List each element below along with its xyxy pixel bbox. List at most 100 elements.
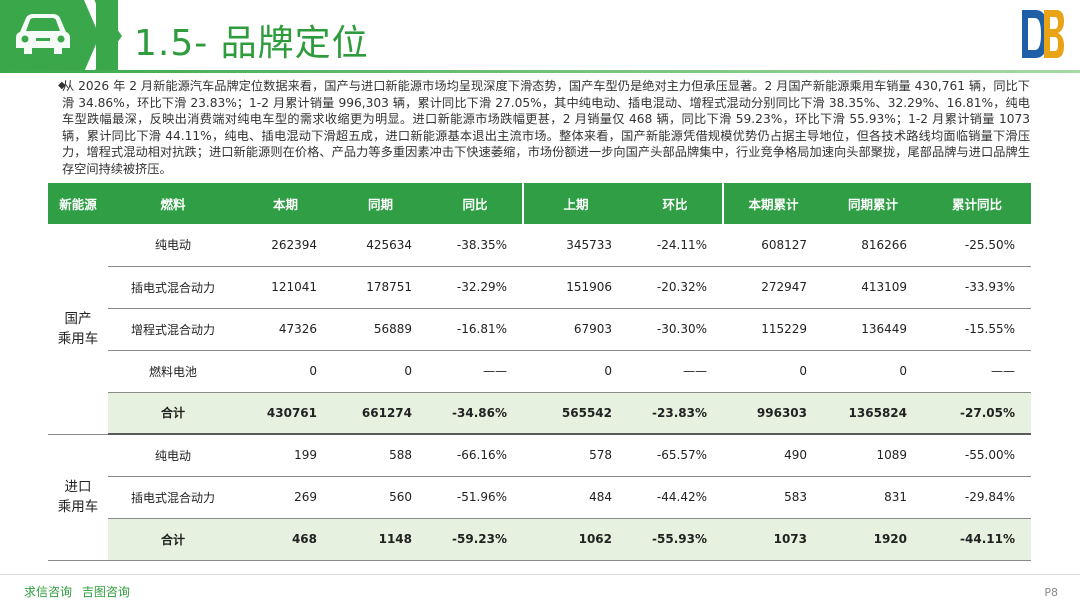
value-cell: 608127: [723, 224, 823, 267]
value-cell: -29.84%: [923, 476, 1031, 519]
value-cell: 0: [238, 350, 333, 393]
value-cell: -55.93%: [628, 518, 723, 561]
header-cell: 同期累计: [823, 183, 923, 224]
table-header-row: 新能源 燃料 本期 同期 同比 上期 环比 本期累计 同期累计 累计同比: [48, 183, 1031, 224]
fuel-cell: 纯电动: [108, 434, 238, 477]
value-cell: 0: [823, 350, 923, 393]
value-cell: 56889: [333, 308, 428, 351]
table-row: 燃料电池 0 0 —— 0 —— 0 0 ——: [48, 350, 1031, 393]
value-cell: -32.29%: [428, 266, 523, 309]
value-cell: -23.83%: [628, 392, 723, 435]
bullet-icon: ◆: [58, 80, 66, 91]
header-cell: 本期累计: [722, 183, 823, 224]
page-title: 1.5- 品牌定位: [134, 23, 369, 64]
value-cell: -59.23%: [428, 518, 523, 561]
header-chevron: [96, 0, 122, 72]
value-cell: 1920: [823, 518, 923, 561]
header-cell: 本期: [238, 183, 333, 224]
value-cell: -44.42%: [628, 476, 723, 519]
value-cell: -51.96%: [428, 476, 523, 519]
value-cell: ——: [628, 350, 723, 393]
value-cell: 0: [523, 350, 628, 393]
page-number: P8: [1044, 586, 1058, 599]
value-cell: 1365824: [823, 392, 923, 435]
value-cell: -20.32%: [628, 266, 723, 309]
fuel-cell: 燃料电池: [108, 350, 238, 393]
header-divider: [0, 70, 1080, 73]
total-row: 合计 468 1148 -59.23% 1062 -55.93% 1073 19…: [48, 518, 1031, 561]
value-cell: 115229: [723, 308, 823, 351]
value-cell: -25.50%: [923, 224, 1031, 267]
value-cell: -66.16%: [428, 434, 523, 477]
value-cell: -65.57%: [628, 434, 723, 477]
brand-sales-table: 新能源 燃料 本期 同期 同比 上期 环比 本期累计 同期累计 累计同比 国产乘…: [48, 183, 1031, 561]
value-cell: -15.55%: [923, 308, 1031, 351]
value-cell: 583: [723, 476, 823, 519]
brand-logo: [1022, 10, 1064, 58]
value-cell: 490: [723, 434, 823, 477]
table-row: 增程式混合动力 47326 56889 -16.81% 67903 -30.30…: [48, 308, 1031, 351]
value-cell: 484: [523, 476, 628, 519]
fuel-cell: 合计: [108, 392, 238, 435]
value-cell: 345733: [523, 224, 628, 267]
header-cell: 累计同比: [923, 183, 1031, 224]
value-cell: 996303: [723, 392, 823, 435]
value-cell: -16.81%: [428, 308, 523, 351]
value-cell: 199: [238, 434, 333, 477]
header-cell: 燃料: [108, 183, 238, 224]
value-cell: 1073: [723, 518, 823, 561]
car-icon: [16, 14, 70, 54]
header-cell: 环比: [628, 183, 723, 224]
import-group: 进口 乘用车 纯电动 199 588 -66.16% 578 -65.57% 49…: [48, 434, 1031, 561]
value-cell: 0: [723, 350, 823, 393]
value-cell: 831: [823, 476, 923, 519]
value-cell: -27.05%: [923, 392, 1031, 435]
value-cell: 67903: [523, 308, 628, 351]
footer-divider: [0, 574, 1080, 575]
value-cell: 565542: [523, 392, 628, 435]
summary-paragraph: 从 2026 年 2 月新能源汽车品牌定位数据来看，国产与进口新能源市场均呈现深…: [62, 79, 1030, 176]
fuel-cell: 插电式混合动力: [108, 266, 238, 309]
value-cell: ——: [428, 350, 523, 393]
header-cell: 上期: [522, 183, 628, 224]
table-row: 插电式混合动力 121041 178751 -32.29% 151906 -20…: [48, 266, 1031, 309]
value-cell: 560: [333, 476, 428, 519]
fuel-cell: 增程式混合动力: [108, 308, 238, 351]
fuel-cell: 纯电动: [108, 224, 238, 267]
table-row: 进口 乘用车 纯电动 199 588 -66.16% 578 -65.57% 49…: [48, 434, 1031, 561]
value-cell: 816266: [823, 224, 923, 267]
value-cell: 413109: [823, 266, 923, 309]
fuel-cell: 插电式混合动力: [108, 476, 238, 519]
value-cell: 1089: [823, 434, 923, 477]
value-cell: 272947: [723, 266, 823, 309]
domestic-group: 国产 乘用车 纯电动 262394 425634 -38.35% 345733 -…: [48, 224, 1031, 435]
value-cell: 588: [333, 434, 428, 477]
value-cell: 136449: [823, 308, 923, 351]
table-row: 国产 乘用车 纯电动 262394 425634 -38.35% 345733 -…: [48, 224, 1031, 435]
fuel-cell: 合计: [108, 518, 238, 561]
header: [0, 0, 1080, 72]
value-cell: 269: [238, 476, 333, 519]
footer-credit-2: 吉图咨询: [81, 585, 130, 599]
group-label-domestic: 国产 乘用车: [48, 224, 108, 435]
value-cell: ——: [923, 350, 1031, 393]
value-cell: -38.35%: [428, 224, 523, 267]
value-cell: -44.11%: [923, 518, 1031, 561]
value-cell: 661274: [333, 392, 428, 435]
value-cell: 430761: [238, 392, 333, 435]
value-cell: 178751: [333, 266, 428, 309]
value-cell: 468: [238, 518, 333, 561]
header-cell: 同比: [428, 183, 523, 224]
value-cell: -33.93%: [923, 266, 1031, 309]
footer-credits: 求信咨询 吉图咨询: [24, 583, 136, 600]
value-cell: -34.86%: [428, 392, 523, 435]
value-cell: 0: [333, 350, 428, 393]
value-cell: -30.30%: [628, 308, 723, 351]
value-cell: 578: [523, 434, 628, 477]
header-cell: 新能源: [48, 183, 108, 224]
value-cell: 1062: [523, 518, 628, 561]
value-cell: -55.00%: [923, 434, 1031, 477]
header-cell: 同期: [333, 183, 428, 224]
group-label-import: 进口 乘用车: [48, 434, 108, 561]
value-cell: 121041: [238, 266, 333, 309]
